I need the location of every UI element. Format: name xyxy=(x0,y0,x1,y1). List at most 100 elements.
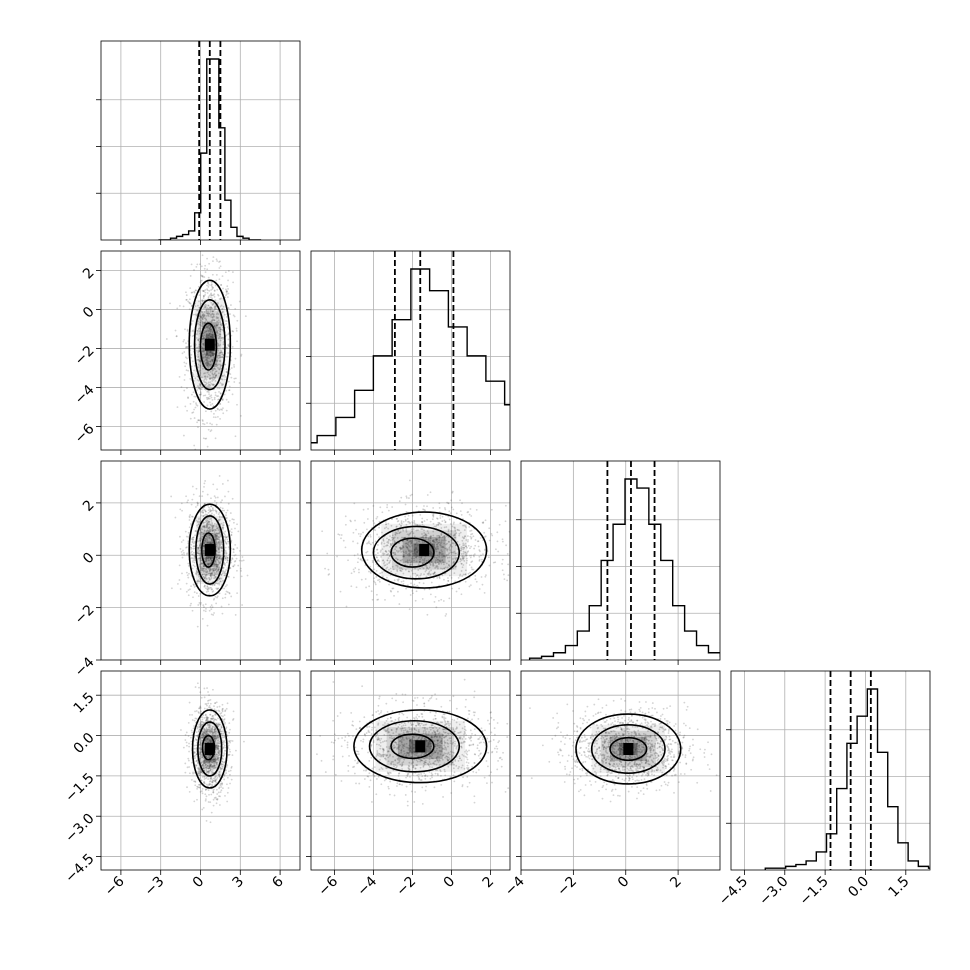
scatter-point xyxy=(219,580,222,583)
scatter-point xyxy=(200,383,203,386)
scatter-point xyxy=(434,547,437,550)
scatter-point xyxy=(204,480,207,482)
scatter-point xyxy=(211,331,214,334)
scatter-point xyxy=(474,539,477,541)
scatter-point xyxy=(197,351,199,354)
scatter-point xyxy=(211,525,213,528)
scatter-point xyxy=(209,350,212,353)
scatter-point xyxy=(232,710,235,713)
scatter-point xyxy=(216,798,219,800)
scatter-point xyxy=(200,724,203,727)
scatter-point xyxy=(425,534,428,537)
scatter-point xyxy=(236,569,238,572)
scatter-point xyxy=(210,355,213,357)
scatter-point xyxy=(191,320,194,322)
scatter-point xyxy=(402,580,405,583)
scatter-point xyxy=(205,559,208,562)
scatter-point xyxy=(206,352,209,355)
scatter-point xyxy=(224,750,226,752)
scatter-point xyxy=(194,289,197,292)
scatter-point xyxy=(217,349,219,352)
scatter-point xyxy=(470,515,473,517)
scatter-point xyxy=(199,281,202,284)
scatter-point xyxy=(456,540,459,543)
scatter-point xyxy=(189,302,192,305)
scatter-point xyxy=(202,552,205,555)
scatter-point xyxy=(450,551,452,554)
scatter-point xyxy=(219,546,222,549)
contour-line xyxy=(195,515,225,585)
scatter-point xyxy=(206,731,209,734)
scatter-point xyxy=(190,538,193,540)
y-tick-label: −6 xyxy=(72,421,98,447)
scatter-point xyxy=(204,764,207,766)
scatter-point xyxy=(198,767,201,770)
scatter-point xyxy=(411,576,414,579)
scatter-point xyxy=(221,783,223,786)
scatter-point xyxy=(337,533,340,536)
scatter-point xyxy=(219,784,222,787)
scatter-point xyxy=(211,559,214,562)
scatter-point xyxy=(216,324,219,327)
scatter-point xyxy=(211,769,214,771)
scatter-point xyxy=(214,718,217,721)
scatter-point xyxy=(192,583,195,586)
scatter-point xyxy=(204,610,207,613)
scatter-point xyxy=(215,563,217,566)
scatter-point xyxy=(212,777,215,780)
scatter-point xyxy=(207,311,210,313)
contour-line xyxy=(201,532,216,568)
scatter-point xyxy=(389,535,391,538)
scatter-point xyxy=(196,726,199,729)
scatter-point xyxy=(207,588,210,590)
scatter-point xyxy=(221,524,224,527)
scatter-point xyxy=(445,543,448,546)
scatter-point xyxy=(457,529,459,531)
scatter-point xyxy=(212,719,215,722)
scatter-point xyxy=(205,535,208,538)
scatter-point xyxy=(207,740,209,743)
scatter-point xyxy=(216,301,219,304)
scatter-point xyxy=(193,369,195,372)
scatter-point xyxy=(501,538,504,541)
scatter-point xyxy=(209,568,212,571)
scatter-point xyxy=(213,763,215,765)
scatter-point xyxy=(224,375,227,378)
scatter-point xyxy=(206,524,209,526)
scatter-point xyxy=(212,383,215,386)
scatter-point xyxy=(232,330,235,333)
scatter-point xyxy=(203,760,206,763)
scatter-point xyxy=(466,546,468,549)
scatter-point xyxy=(204,539,207,542)
scatter-point xyxy=(436,547,439,550)
scatter-point xyxy=(230,534,233,536)
scatter-point xyxy=(212,354,214,357)
scatter-point xyxy=(207,297,210,300)
scatter-point xyxy=(419,560,421,563)
scatter-point xyxy=(208,536,211,539)
scatter-point xyxy=(209,739,212,741)
scatter-point xyxy=(210,309,213,311)
scatter-point xyxy=(206,364,208,366)
scatter-point xyxy=(223,735,226,738)
scatter-point xyxy=(183,552,185,554)
scatter-point xyxy=(185,546,187,549)
scatter-point xyxy=(224,564,227,567)
scatter-point xyxy=(215,745,217,748)
scatter-point xyxy=(202,335,205,338)
scatter-point xyxy=(198,770,201,773)
scatter-point xyxy=(233,564,236,566)
scatter-point xyxy=(336,555,338,558)
scatter-point xyxy=(481,521,484,524)
scatter-point xyxy=(201,721,204,723)
scatter-point xyxy=(206,570,209,573)
scatter-point xyxy=(214,536,217,538)
scatter-point xyxy=(389,543,392,545)
scatter-point xyxy=(205,385,208,388)
scatter-point xyxy=(452,542,455,545)
scatter-point xyxy=(203,314,206,317)
scatter-point xyxy=(401,544,404,547)
scatter-point xyxy=(209,731,212,734)
scatter-point xyxy=(205,727,208,729)
scatter-point xyxy=(201,289,204,292)
